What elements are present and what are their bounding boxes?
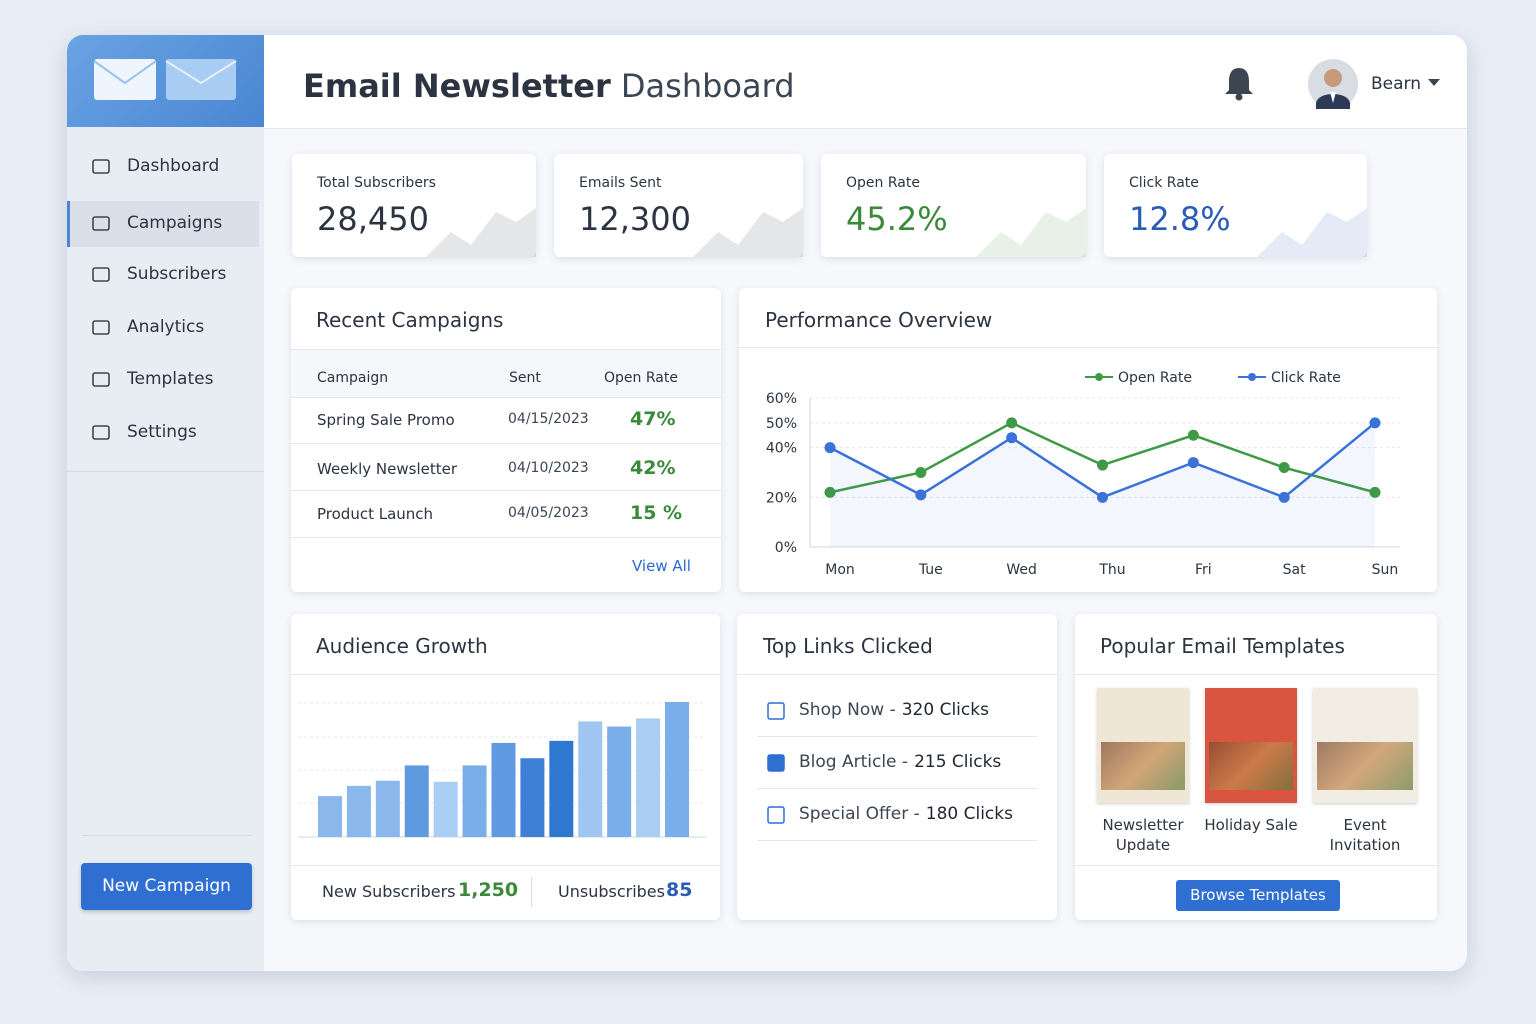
stat-label: New Subscribers (322, 882, 456, 901)
new-campaign-button[interactable]: New Campaign (81, 863, 252, 910)
campaign-open-rate: 47% (630, 408, 676, 430)
kpi-value: 28,450 (317, 200, 429, 238)
link-label: Special Offer - (799, 804, 920, 824)
audience-card (291, 614, 720, 920)
kpi-card (1104, 154, 1367, 257)
template-name: Holiday Sale (1204, 816, 1298, 834)
template-name: Newsletter Update (1102, 816, 1184, 854)
nav-item[interactable]: Dashboard (127, 156, 220, 176)
card-title: Top Links Clicked (763, 634, 933, 658)
divider (291, 397, 721, 398)
divider (1075, 865, 1437, 866)
link-item[interactable]: Special Offer -180 Clicks (799, 804, 1013, 824)
kpi-card (292, 154, 536, 257)
divider (757, 788, 1037, 789)
performance-card (739, 288, 1437, 592)
sidebar-divider (82, 835, 252, 836)
link-label: Shop Now - (799, 700, 896, 720)
kpi-label: Emails Sent (579, 175, 662, 191)
kpi-value: 12,300 (579, 200, 691, 238)
campaign-date: 04/10/2023 (508, 460, 589, 476)
card-title: Popular Email Templates (1100, 634, 1345, 658)
divider (291, 674, 720, 675)
link-label: Blog Article - (799, 752, 909, 772)
title-rest: Dashboard (620, 67, 795, 105)
kpi-label: Open Rate (846, 175, 920, 191)
nav-item[interactable]: Analytics (127, 317, 205, 337)
recent-campaigns-card (291, 288, 721, 592)
header (264, 35, 1467, 129)
kpi-card (821, 154, 1086, 257)
divider (757, 736, 1037, 737)
link-clicks: 320 Clicks (901, 700, 989, 720)
table-header-bg (291, 350, 721, 397)
nav-item[interactable]: Settings (127, 422, 197, 442)
card-title: Audience Growth (316, 634, 488, 658)
campaign-open-rate: 42% (630, 457, 676, 479)
avatar[interactable] (1308, 59, 1358, 109)
stat-value: 1,250 (458, 879, 519, 901)
divider (739, 347, 1437, 348)
card-title: Recent Campaigns (316, 308, 504, 332)
template-thumbnail-art (1101, 742, 1185, 790)
logo (67, 35, 264, 127)
title-bold: Email Newsletter (303, 67, 611, 105)
divider (291, 349, 721, 350)
divider (291, 490, 721, 491)
divider (737, 674, 1057, 675)
divider (1075, 674, 1437, 675)
view-all-link[interactable]: View All (632, 557, 691, 575)
logo-icon (93, 59, 237, 100)
browse-templates-button[interactable]: Browse Templates (1176, 880, 1340, 911)
card-title: Performance Overview (765, 308, 993, 332)
nav-item[interactable]: Campaigns (127, 213, 223, 233)
template-thumbnail-art (1209, 742, 1293, 790)
top-links-card (737, 614, 1057, 920)
user-name[interactable]: Bearn (1371, 74, 1422, 94)
template-thumbnail-art (1317, 742, 1413, 790)
link-clicks: 180 Clicks (925, 804, 1013, 824)
campaign-name: Product Launch (317, 505, 434, 523)
column-header: Campaign (317, 370, 389, 386)
kpi-label: Click Rate (1129, 175, 1199, 191)
sidebar-divider (67, 471, 264, 472)
kpi-value: 45.2% (846, 200, 948, 238)
campaign-name: Weekly Newsletter (317, 460, 457, 478)
stat-value: 85 (666, 879, 693, 901)
sidebar (67, 35, 264, 971)
divider (291, 537, 721, 538)
stat-label: Unsubscribes (558, 882, 665, 901)
divider (291, 865, 720, 866)
campaign-name: Spring Sale Promo (317, 411, 455, 429)
user-caret[interactable] (1428, 79, 1440, 87)
link-item[interactable]: Shop Now -320 Clicks (799, 700, 989, 720)
link-item[interactable]: Blog Article -215 Clicks (799, 752, 1001, 772)
notifications-icon[interactable] (1222, 64, 1256, 102)
campaign-date: 04/15/2023 (508, 411, 589, 427)
kpi-value: 12.8% (1129, 200, 1231, 238)
column-header: Open Rate (604, 370, 678, 386)
page-title: Email Newsletter Dashboard (303, 67, 795, 105)
campaign-open-rate: 15 % (630, 502, 683, 524)
kpi-card (554, 154, 803, 257)
divider (757, 840, 1037, 841)
nav-item[interactable]: Subscribers (127, 264, 227, 284)
link-clicks: 215 Clicks (914, 752, 1002, 772)
template-name: Event Invitation (1329, 816, 1401, 854)
nav-item[interactable]: Templates (127, 369, 214, 389)
stat-divider (531, 877, 532, 907)
kpi-label: Total Subscribers (317, 175, 436, 191)
column-header: Sent (509, 370, 541, 386)
divider (291, 443, 721, 444)
campaign-date: 04/05/2023 (508, 505, 589, 521)
